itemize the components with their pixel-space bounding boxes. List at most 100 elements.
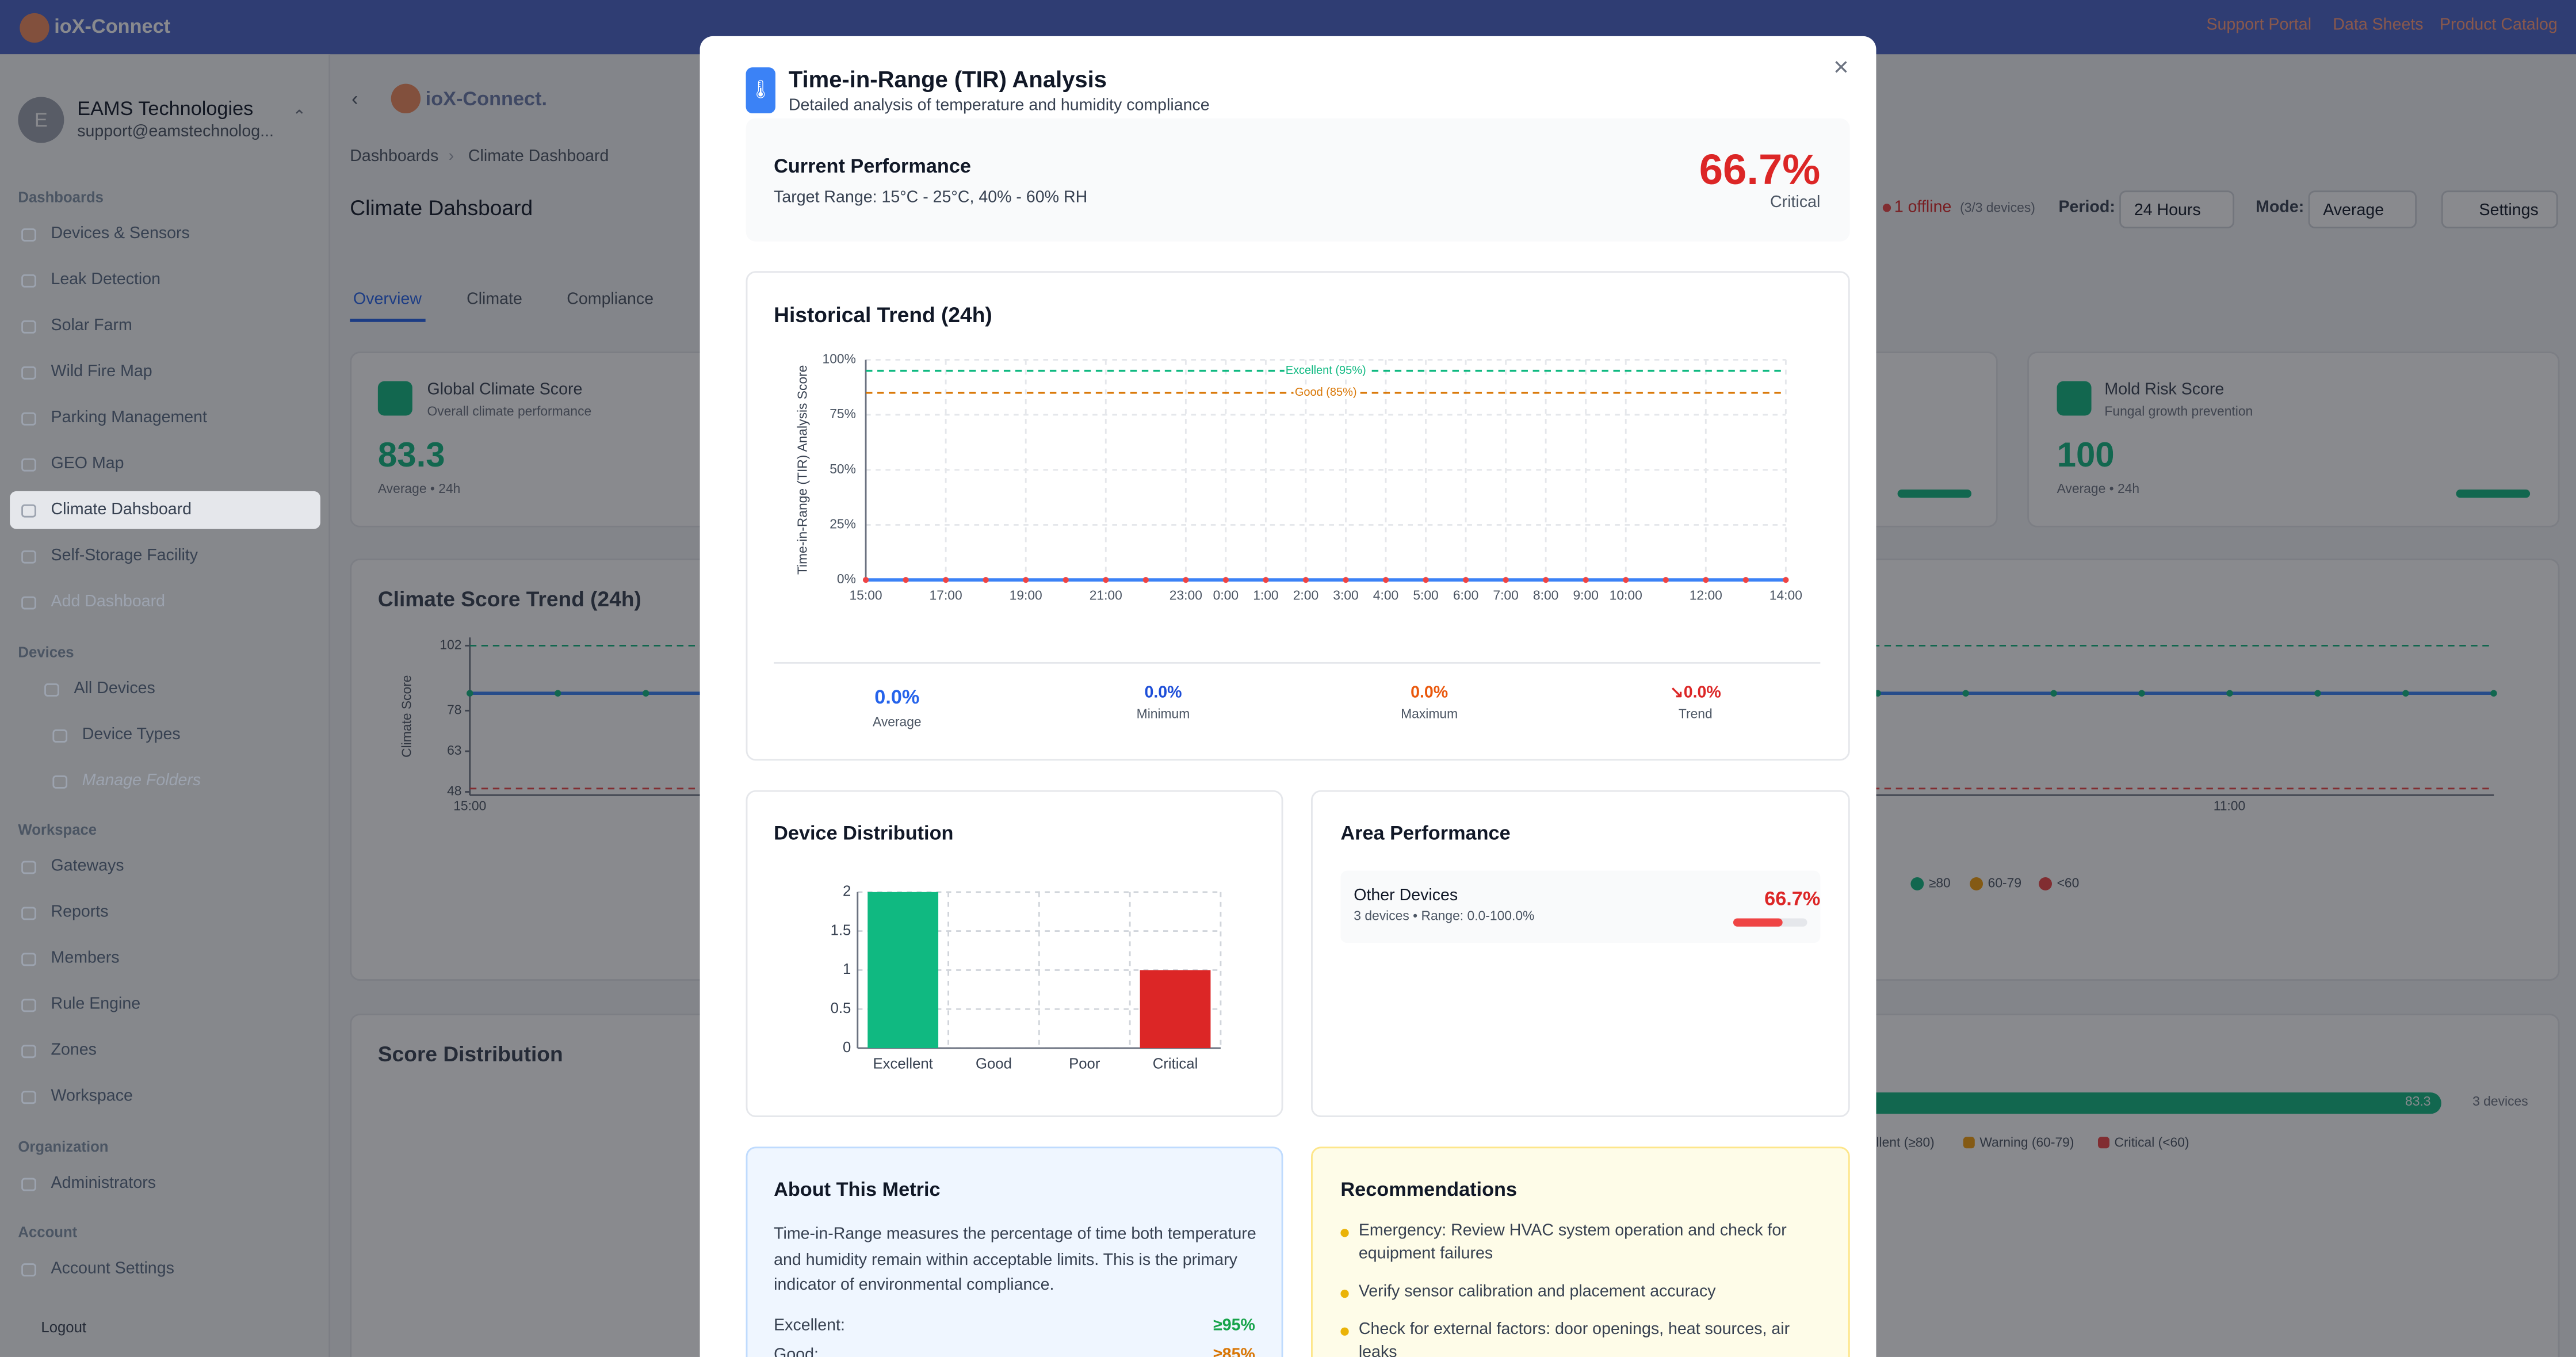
nav-item[interactable]: Rule Engine [51, 995, 141, 1014]
nav-icon [21, 1263, 36, 1277]
nav-item[interactable]: GEO Map [51, 455, 124, 473]
point [1222, 576, 1229, 583]
bar [1140, 970, 1211, 1049]
recommendation-list: Emergency: Review HVAC system operation … [1340, 1221, 1817, 1357]
reference-label: Good (85%) [1295, 386, 1357, 399]
point [1183, 576, 1189, 583]
current-status: Critical [1770, 193, 1821, 212]
nav-item[interactable]: Wild Fire Map [51, 363, 152, 381]
stat-value: 0.0% [1144, 683, 1182, 702]
nav-item[interactable]: Self-Storage Facility [51, 547, 198, 565]
nav-icon [21, 596, 36, 610]
nav-icon [21, 504, 36, 518]
about-text: Time-in-Range measures the percentage of… [774, 1225, 1256, 1295]
y-tick-label: 50% [830, 461, 856, 476]
section-title: Workspace [18, 821, 97, 838]
nav-icon [21, 458, 36, 472]
nav-icon [21, 861, 36, 874]
close-button[interactable]: × [1833, 54, 1849, 82]
point [1623, 576, 1629, 583]
point [903, 576, 909, 583]
recommendation-text: Emergency: Review HVAC system operation … [1358, 1222, 1787, 1264]
modal-title: Time-in-Range (TIR) Analysis [788, 66, 1107, 92]
x-tick-label: 2:00 [1293, 588, 1318, 603]
nav-item[interactable]: Solar Farm [51, 317, 132, 335]
y-tick-label: 75% [830, 406, 856, 421]
current-box [746, 118, 1850, 242]
nav-item[interactable]: Gateways [51, 857, 124, 876]
area-item [1340, 870, 1821, 943]
nav-item[interactable]: All Devices [74, 680, 155, 698]
nav-item[interactable]: Zones [51, 1041, 97, 1060]
point [983, 576, 989, 583]
bar [867, 892, 939, 1049]
nav-item[interactable]: Reports [51, 903, 109, 922]
heading: Current Performance [774, 154, 971, 178]
area-detail: 3 devices • Range: 0.0-100.0% [1354, 908, 1535, 924]
bullet [1340, 1229, 1349, 1237]
x-tick-label: 9:00 [1573, 588, 1598, 603]
nav-item[interactable]: Workspace [51, 1087, 133, 1106]
point [1503, 576, 1509, 583]
recommendation-text: Check for external factors: door opening… [1358, 1321, 1790, 1357]
nav-icon [21, 412, 36, 426]
x-tick-label: Poor [1069, 1056, 1100, 1072]
y-tick-label: 0.5 [831, 1000, 851, 1016]
bullet [1340, 1327, 1349, 1336]
nav-item[interactable]: Manage Folders [82, 772, 201, 790]
area-name: Other Devices [1354, 887, 1458, 905]
x-tick-label: 15:00 [849, 588, 882, 603]
modal [700, 36, 1876, 1357]
nav-icon [21, 999, 36, 1012]
reference-label: Excellent (95%) [1286, 364, 1366, 377]
point [1382, 576, 1389, 583]
nav-icon [21, 1045, 36, 1058]
nav-item[interactable]: Account Settings [51, 1260, 174, 1278]
section-title: Account [18, 1224, 78, 1241]
nav-item[interactable]: Administrators [51, 1174, 156, 1193]
point [1703, 576, 1709, 583]
point [1462, 576, 1469, 583]
x-tick-label: 8:00 [1533, 588, 1558, 603]
x-tick-label: 23:00 [1169, 588, 1202, 603]
y-tick-label: 25% [830, 516, 856, 531]
target: Target Range: 15°C - 25°C, 40% - 60% RH [774, 189, 1088, 207]
threshold-label: Good: [774, 1345, 819, 1357]
x-tick-label: 12:00 [1690, 588, 1722, 603]
nav-item[interactable]: Add Dashboard [51, 593, 166, 611]
nav-item[interactable]: Climate Dahsboard [51, 501, 192, 519]
x-tick-label: 7:00 [1493, 588, 1518, 603]
point [1583, 576, 1589, 583]
stat-value: 0.0% [1411, 683, 1448, 702]
nav-item[interactable]: Members [51, 949, 120, 968]
section-title: Dashboards [18, 189, 104, 205]
current-value: 66.7% [1699, 144, 1821, 194]
threshold-value: ≥85% [1213, 1345, 1255, 1357]
nav-icon [52, 729, 68, 743]
section-title: Devices [18, 644, 74, 661]
nav-item[interactable]: Parking Management [51, 409, 208, 427]
card-heading: Device Distribution [774, 821, 954, 844]
bullet [1340, 1289, 1349, 1298]
y-tick-label: 1 [843, 961, 851, 977]
y-tick-label: 2 [843, 884, 851, 900]
point [1783, 576, 1789, 583]
nav-item[interactable]: Device Types [82, 726, 181, 744]
card-heading: About This Metric [774, 1178, 941, 1201]
nav-item[interactable]: Leak Detection [51, 271, 161, 289]
nav-icon [21, 274, 36, 288]
nav-icon [21, 1091, 36, 1104]
nav-icon [44, 683, 59, 697]
nav-item[interactable]: Devices & Sensors [51, 225, 190, 243]
x-tick-label: 14:00 [1769, 588, 1802, 603]
point [1343, 576, 1349, 583]
x-tick-label: 4:00 [1373, 588, 1398, 603]
point [1662, 576, 1669, 583]
point [1423, 576, 1429, 583]
point [862, 576, 869, 583]
nav-icon [21, 953, 36, 966]
area-value: 66.7% [1764, 887, 1821, 911]
point [1062, 576, 1069, 583]
nav-icon [52, 775, 68, 789]
recommendation-text: Verify sensor calibration and placement … [1358, 1283, 1716, 1301]
